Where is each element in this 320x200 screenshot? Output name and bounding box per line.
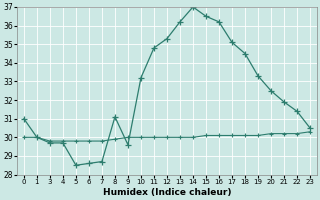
X-axis label: Humidex (Indice chaleur): Humidex (Indice chaleur) (103, 188, 231, 197)
